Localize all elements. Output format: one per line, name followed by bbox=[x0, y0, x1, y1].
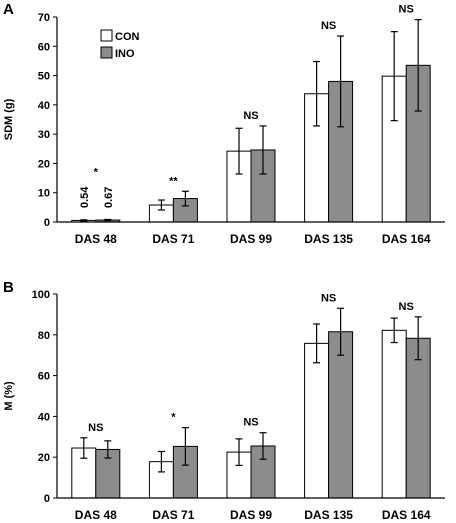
x-category-label: DAS 99 bbox=[230, 232, 272, 246]
bar-con bbox=[304, 342, 330, 499]
y-tick-label: 20 bbox=[38, 452, 50, 464]
x-category-label: DAS 71 bbox=[152, 232, 194, 246]
legend-label: CON bbox=[115, 31, 140, 43]
chart-panel-A: A SDM (g) 0 10 20 30 40 50 60 70 DAS 48 * DAS 71 ** DA… bbox=[3, 1, 445, 246]
y-tick-label: 0 bbox=[44, 217, 50, 229]
y-tick-label: 0 bbox=[44, 493, 50, 505]
y-axis-title: SDM (g) bbox=[3, 98, 15, 140]
legend-label: INO bbox=[115, 48, 135, 60]
x-category-label: DAS 164 bbox=[382, 232, 431, 246]
bar-ino bbox=[405, 337, 431, 499]
x-category-label: DAS 99 bbox=[230, 508, 272, 522]
panel-label: A bbox=[3, 1, 14, 18]
legend-swatch-ino bbox=[100, 46, 113, 59]
panel-label: B bbox=[3, 279, 14, 296]
bar-ino bbox=[328, 331, 354, 499]
bar-con bbox=[381, 329, 407, 499]
x-category-label: DAS 71 bbox=[152, 508, 194, 522]
y-tick-label: 100 bbox=[32, 289, 50, 301]
significance-label: NS bbox=[321, 20, 336, 32]
significance-label: NS bbox=[399, 301, 414, 313]
y-tick-label: 60 bbox=[38, 41, 50, 53]
significance-label: * bbox=[171, 412, 176, 424]
y-tick-label: 10 bbox=[38, 188, 50, 200]
significance-label: NS bbox=[243, 110, 258, 122]
y-tick-label: 70 bbox=[38, 12, 50, 24]
significance-label: NS bbox=[88, 422, 103, 434]
y-tick-label: 60 bbox=[38, 371, 50, 383]
significance-label: NS bbox=[243, 417, 258, 429]
legend: CON INO bbox=[100, 29, 140, 60]
y-tick-label: 20 bbox=[38, 158, 50, 170]
y-tick-label: 40 bbox=[38, 100, 50, 112]
significance-label: * bbox=[94, 166, 99, 178]
value-label: 0.54 bbox=[79, 186, 91, 208]
y-tick-label: 30 bbox=[38, 129, 50, 141]
value-label: 0.67 bbox=[103, 187, 115, 208]
x-category-label: DAS 135 bbox=[304, 508, 353, 522]
legend-swatch-con bbox=[100, 29, 113, 42]
significance-label: NS bbox=[321, 292, 336, 304]
chart-panel-B: B M (%) 0 20 40 60 80 100 DAS 48 NS DAS 71 * DAS 99 N… bbox=[3, 279, 445, 522]
x-category-label: DAS 48 bbox=[75, 232, 117, 246]
y-tick-label: 50 bbox=[38, 71, 50, 83]
x-category-label: DAS 135 bbox=[304, 232, 353, 246]
y-axis-title: M (%) bbox=[3, 381, 15, 411]
x-category-label: DAS 164 bbox=[382, 508, 431, 522]
x-category-label: DAS 48 bbox=[75, 508, 117, 522]
y-tick-label: 80 bbox=[38, 330, 50, 342]
significance-label: NS bbox=[399, 4, 414, 16]
y-tick-label: 40 bbox=[38, 411, 50, 423]
significance-label: ** bbox=[169, 175, 178, 187]
